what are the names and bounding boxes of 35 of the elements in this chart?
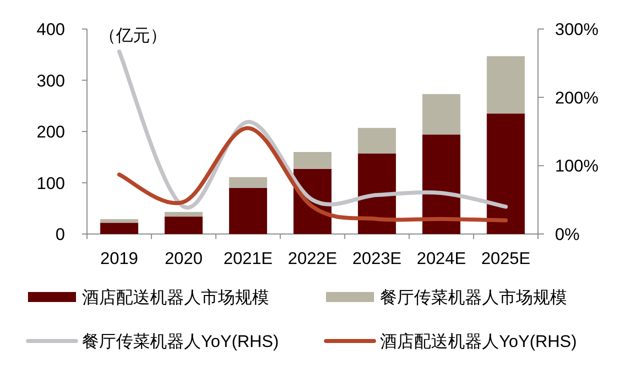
y-tick-label: 200 (36, 122, 65, 142)
x-tick-label: 2023E (352, 249, 402, 268)
x-tick-label: 2022E (288, 249, 338, 268)
bar (486, 114, 525, 234)
bar (229, 177, 268, 188)
line-series (117, 50, 508, 209)
bar (229, 188, 268, 234)
x-tick-label: 2020 (164, 249, 203, 268)
legend-label: 餐厅传菜机器人YoY(RHS) (82, 332, 279, 351)
bar (422, 134, 460, 234)
y-tick-label: 300 (36, 71, 65, 90)
bar (358, 128, 396, 154)
x-tick-label: 2019 (100, 249, 138, 268)
line-series (117, 126, 508, 222)
y-tick-label: 100 (36, 174, 65, 193)
y2-tick-label: 100% (555, 156, 598, 176)
legend-label: 酒店配送机器人YoY(RHS) (380, 332, 577, 351)
y-tick-label: 0 (56, 225, 65, 244)
bar (422, 94, 460, 135)
y-axis-title: （亿元） (99, 26, 167, 45)
bar (294, 152, 332, 169)
bar (100, 222, 138, 234)
x-tick-label: 2025E (481, 249, 530, 268)
y2-tick-label: 0% (555, 225, 580, 244)
bar (100, 219, 138, 223)
y2-tick-label: 300% (555, 20, 598, 39)
x-tick-label: 2024E (416, 249, 466, 268)
bar (164, 212, 203, 217)
legend-label: 酒店配送机器人市场规模 (82, 288, 269, 307)
y-tick-label: 400 (36, 20, 65, 39)
legend-label: 餐厅传菜机器人市场规模 (380, 288, 567, 307)
bar (164, 216, 203, 234)
y2-tick-label: 200% (555, 88, 598, 108)
x-tick-label: 2021E (223, 249, 273, 268)
bar (486, 56, 525, 114)
